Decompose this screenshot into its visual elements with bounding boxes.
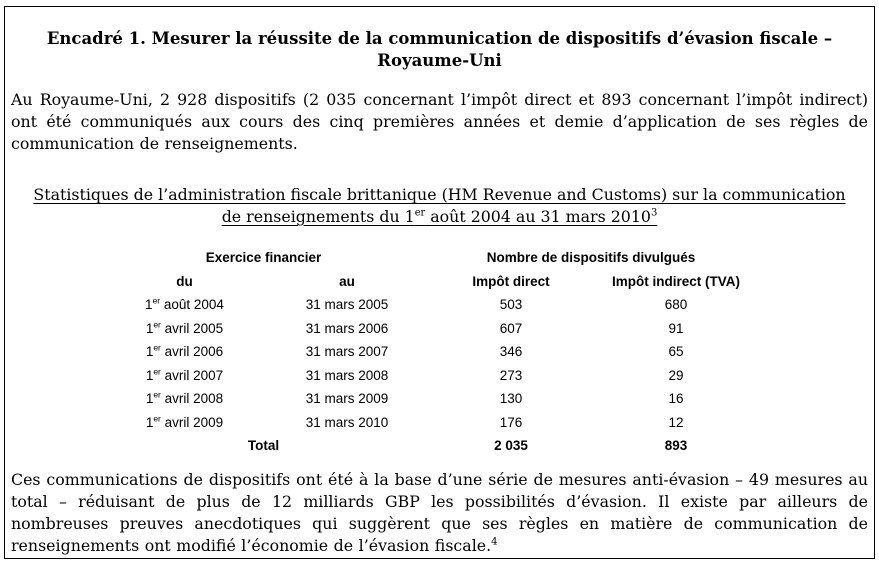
total-direct: 2 035 <box>494 438 528 454</box>
cell-indirect: 16 <box>668 391 684 407</box>
table-row: 1er avril 2005 31 mars 2006 607 91 <box>101 317 756 341</box>
encadre-frame: Encadré 1. Mesurer la réussite de la com… <box>4 6 875 559</box>
cell-indirect: 680 <box>664 297 688 313</box>
cell-indirect: 29 <box>668 367 684 383</box>
table-heading-line1: Statistiques de l’administration fiscale… <box>11 184 868 206</box>
cell-indirect: 91 <box>668 320 684 336</box>
table-row: 1er avril 2007 31 mars 2008 273 29 <box>101 364 756 388</box>
cell-direct: 176 <box>499 414 523 430</box>
cell-indirect: 12 <box>668 414 684 430</box>
cell-direct: 503 <box>499 297 523 313</box>
table-row: 1er avril 2008 31 mars 2009 130 16 <box>101 387 756 411</box>
cell-direct: 607 <box>499 320 523 336</box>
cell-au: 31 mars 2009 <box>305 391 389 407</box>
cell-au: 31 mars 2010 <box>305 414 389 430</box>
cell-du: 1er avril 2005 <box>145 319 224 336</box>
table-row: 1er avril 2006 31 mars 2007 346 65 <box>101 340 756 364</box>
group-header-exercice: Exercice financier <box>205 250 322 266</box>
table-row: 1er août 2004 31 mars 2005 503 680 <box>101 293 756 317</box>
table-heading-line2: de renseignements du 1er août 2004 au 31… <box>11 206 868 228</box>
cell-au: 31 mars 2005 <box>305 297 389 313</box>
cell-du: 1er août 2004 <box>145 295 224 313</box>
cell-du: 1er avril 2007 <box>145 366 224 383</box>
box-title: Encadré 1. Mesurer la réussite de la com… <box>11 28 868 72</box>
group-header-dispositifs: Nombre de dispositifs divulgués <box>486 250 696 266</box>
cell-au: 31 mars 2008 <box>305 367 389 383</box>
table-total-row: Total 2 035 893 <box>101 434 756 458</box>
cell-direct: 130 <box>499 391 523 407</box>
box-title-line2: Royaume-Uni <box>377 51 502 70</box>
cell-du: 1er avril 2008 <box>145 389 224 407</box>
cell-du: 1er avril 2006 <box>145 342 224 360</box>
table-heading-line2-dates: août 2004 au 31 mars 2010 <box>425 207 651 226</box>
cell-du: 1er avril 2009 <box>145 413 224 430</box>
table-column-header-row: du au Impôt direct Impôt indirect (TVA) <box>101 270 756 294</box>
cell-indirect: 65 <box>668 344 684 360</box>
col-header-du: du <box>176 273 193 289</box>
cell-direct: 273 <box>499 367 523 383</box>
cell-au: 31 mars 2006 <box>305 320 389 336</box>
table-heading-line1-text: Statistiques de l’administration fiscale… <box>33 185 846 204</box>
disclosure-table: Exercice financier Nombre de dispositifs… <box>101 246 756 458</box>
ordinal-superscript: er <box>414 207 426 219</box>
closing-paragraph-text: Ces communications de dispositifs ont ét… <box>11 469 868 555</box>
cell-au: 31 mars 2007 <box>305 344 389 360</box>
total-indirect: 893 <box>664 438 688 454</box>
col-header-impot-indirect: Impôt indirect (TVA) <box>612 273 740 289</box>
footnote-ref-4: 4 <box>491 536 498 548</box>
table-row: 1er avril 2009 31 mars 2010 176 12 <box>101 411 756 435</box>
intro-paragraph: Au Royaume-Uni, 2 928 dispositifs (2 035… <box>11 90 868 153</box>
cell-direct: 346 <box>499 344 523 360</box>
table-heading: Statistiques de l’administration fiscale… <box>11 184 868 228</box>
col-header-impot-direct: Impôt direct <box>472 273 550 289</box>
total-label: Total <box>247 438 280 454</box>
footnote-ref-3: 3 <box>650 207 658 219</box>
table-group-header-row: Exercice financier Nombre de dispositifs… <box>101 246 756 270</box>
closing-paragraph: Ces communications de dispositifs ont ét… <box>11 469 868 557</box>
table-heading-line2-text: de renseignements du 1 <box>221 207 415 226</box>
col-header-au: au <box>339 273 355 289</box>
box-title-line1: Encadré 1. Mesurer la réussite de la com… <box>46 29 833 48</box>
